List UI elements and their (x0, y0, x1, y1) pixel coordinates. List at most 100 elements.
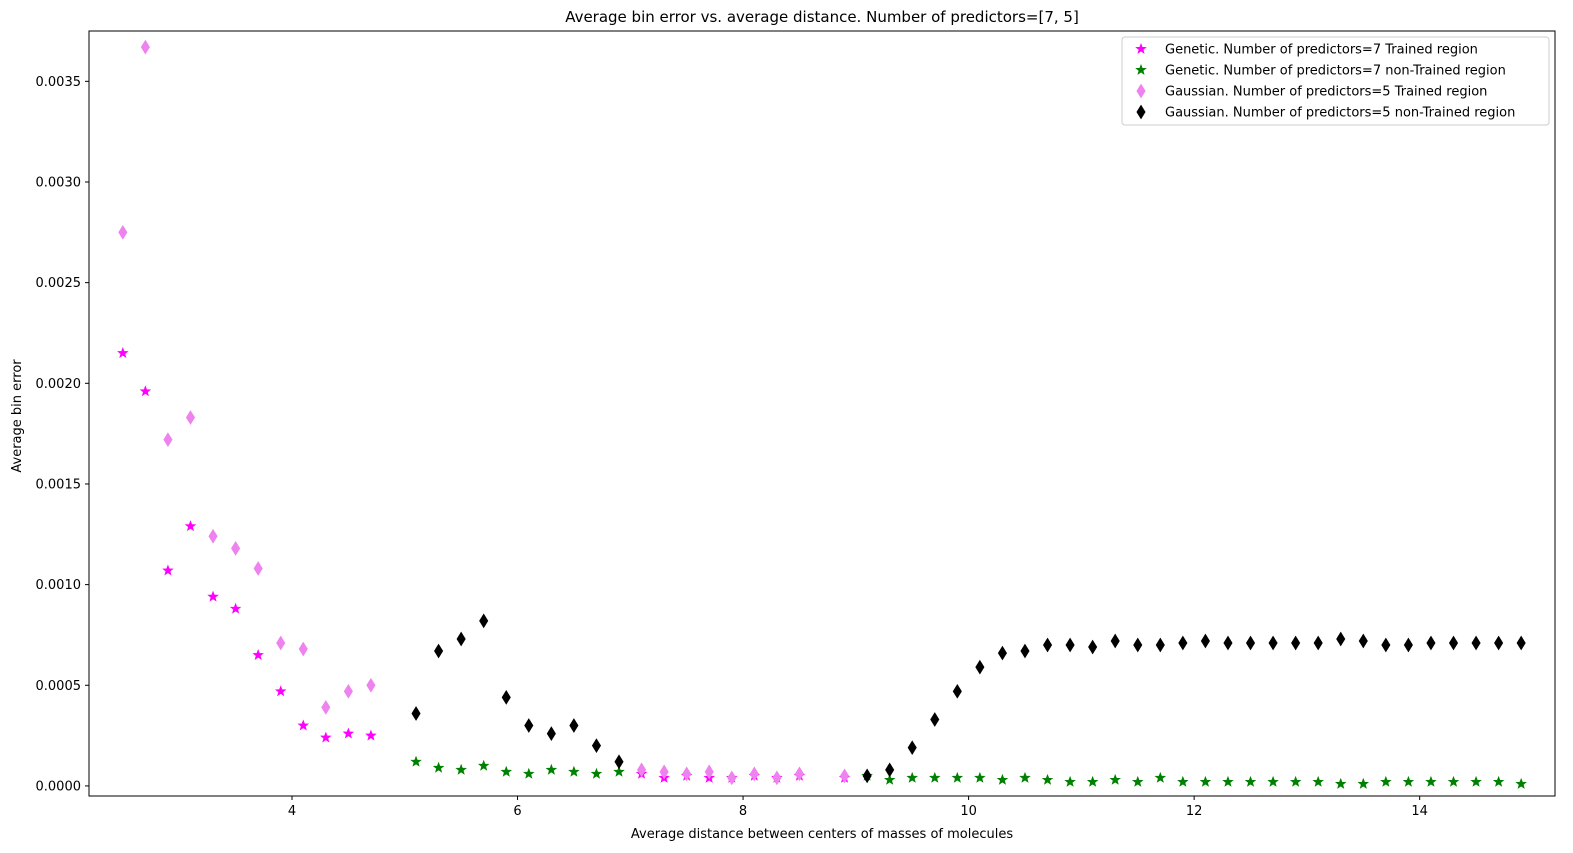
genetic-nontrained-point (1425, 775, 1437, 787)
gaussian-nontrained-point (907, 740, 917, 756)
genetic-nontrained-point (906, 771, 918, 783)
legend-marker (1135, 42, 1147, 54)
genetic-nontrained-point (974, 771, 986, 783)
genetic-trained-point (365, 729, 377, 741)
genetic-nontrained-point (1312, 775, 1324, 787)
genetic-nontrained-point (1177, 775, 1189, 787)
gaussian-trained-point (749, 766, 759, 782)
legend: Genetic. Number of predictors=7 Trained … (1121, 36, 1550, 126)
genetic-nontrained-point (455, 763, 467, 775)
genetic-nontrained-point (1380, 775, 1392, 787)
genetic-nontrained-point (929, 771, 941, 783)
gaussian-trained-point (163, 432, 173, 448)
genetic-nontrained-point (477, 759, 490, 771)
genetic-nontrained-point (1244, 775, 1257, 787)
gaussian-nontrained-point (1426, 635, 1436, 651)
series-3 (118, 39, 850, 786)
gaussian-nontrained-point (930, 712, 940, 727)
series-4 (411, 613, 1526, 784)
x-tick-label: 6 (513, 804, 521, 819)
gaussian-trained-point (321, 700, 331, 715)
gaussian-trained-point (118, 224, 128, 240)
genetic-nontrained-point (1131, 775, 1144, 787)
y-tick-label: 0.0000 (36, 779, 82, 794)
gaussian-nontrained-point (1313, 635, 1323, 651)
gaussian-nontrained-point (975, 659, 985, 675)
gaussian-trained-point (298, 641, 308, 657)
genetic-nontrained-point (568, 765, 580, 777)
genetic-nontrained-point (951, 771, 964, 783)
genetic-trained-point (297, 719, 310, 731)
genetic-nontrained-point (883, 773, 896, 785)
genetic-nontrained-point (523, 767, 535, 779)
genetic-nontrained-point (1267, 775, 1279, 787)
y-tick-label: 0.0005 (36, 679, 82, 694)
gaussian-nontrained-point (1358, 633, 1368, 649)
gaussian-nontrained-point (1200, 633, 1210, 649)
gaussian-nontrained-point (411, 706, 421, 721)
gaussian-trained-point (704, 764, 714, 780)
gaussian-nontrained-point (1403, 637, 1413, 653)
genetic-nontrained-point (1447, 775, 1460, 787)
genetic-nontrained-point (1289, 775, 1302, 787)
gaussian-nontrained-point (614, 754, 624, 770)
x-tick-label: 14 (1411, 804, 1428, 819)
gaussian-nontrained-point (1291, 635, 1301, 651)
legend-label: Gaussian. Number of predictors=5 Trained… (1165, 85, 1487, 100)
genetic-trained-point (162, 564, 174, 576)
y-tick-label: 0.0015 (36, 477, 82, 492)
genetic-trained-point (207, 590, 219, 602)
x-axis-ticks: 4 6 8 10 12 14 (288, 796, 1428, 819)
y-tick-label: 0.0010 (36, 578, 82, 593)
gaussian-nontrained-point (1178, 635, 1188, 651)
gaussian-nontrained-point (501, 689, 511, 705)
gaussian-trained-point (682, 766, 692, 782)
gaussian-nontrained-point (1448, 635, 1459, 651)
genetic-trained-point (274, 685, 287, 697)
y-axis-label: Average bin error (10, 359, 25, 473)
gaussian-nontrained-point (479, 613, 489, 629)
gaussian-nontrained-point (1155, 637, 1165, 653)
y-tick-label: 0.0020 (36, 377, 82, 392)
gaussian-nontrained-point (1020, 643, 1030, 659)
genetic-nontrained-point (1492, 775, 1505, 787)
genetic-trained-point (320, 731, 332, 743)
genetic-nontrained-point (1041, 773, 1054, 785)
genetic-nontrained-point (545, 763, 558, 775)
x-tick-label: 12 (1186, 804, 1203, 819)
x-axis-label: Average distance between centers of mass… (631, 827, 1013, 842)
gaussian-trained-point (840, 768, 850, 784)
genetic-nontrained-point (410, 755, 422, 767)
genetic-nontrained-point (1064, 775, 1076, 787)
series-2 (410, 755, 1527, 789)
genetic-nontrained-point (1086, 775, 1099, 787)
genetic-nontrained-point (500, 765, 513, 777)
genetic-trained-point (184, 520, 197, 532)
gaussian-nontrained-point (1336, 631, 1346, 647)
gaussian-nontrained-point (569, 718, 579, 733)
genetic-nontrained-point (1154, 771, 1167, 783)
chart-title: Average bin error vs. average distance. … (565, 8, 1079, 26)
x-tick-label: 10 (960, 804, 977, 819)
gaussian-trained-point (637, 762, 647, 778)
legend-marker (1135, 63, 1147, 75)
gaussian-trained-point (231, 541, 241, 556)
genetic-nontrained-point (1470, 775, 1482, 787)
axes-frame (88, 30, 1556, 797)
gaussian-nontrained-point (1223, 635, 1233, 651)
genetic-trained-point (342, 727, 355, 739)
legend-marker (1136, 83, 1146, 99)
y-axis-ticks: 0.0000 0.0005 0.0010 0.0015 0.0020 0.0025 0.00… (36, 75, 89, 794)
genetic-nontrained-point (1334, 777, 1347, 789)
gaussian-trained-point (343, 683, 353, 699)
gaussian-trained-point (253, 561, 263, 576)
gaussian-nontrained-point (952, 683, 962, 699)
gaussian-nontrained-point (1381, 637, 1391, 653)
genetic-nontrained-point (1357, 777, 1370, 789)
gaussian-nontrained-point (1042, 637, 1053, 653)
data-points (117, 39, 1527, 789)
genetic-nontrained-point (996, 773, 1009, 785)
gaussian-nontrained-point (1471, 635, 1481, 651)
